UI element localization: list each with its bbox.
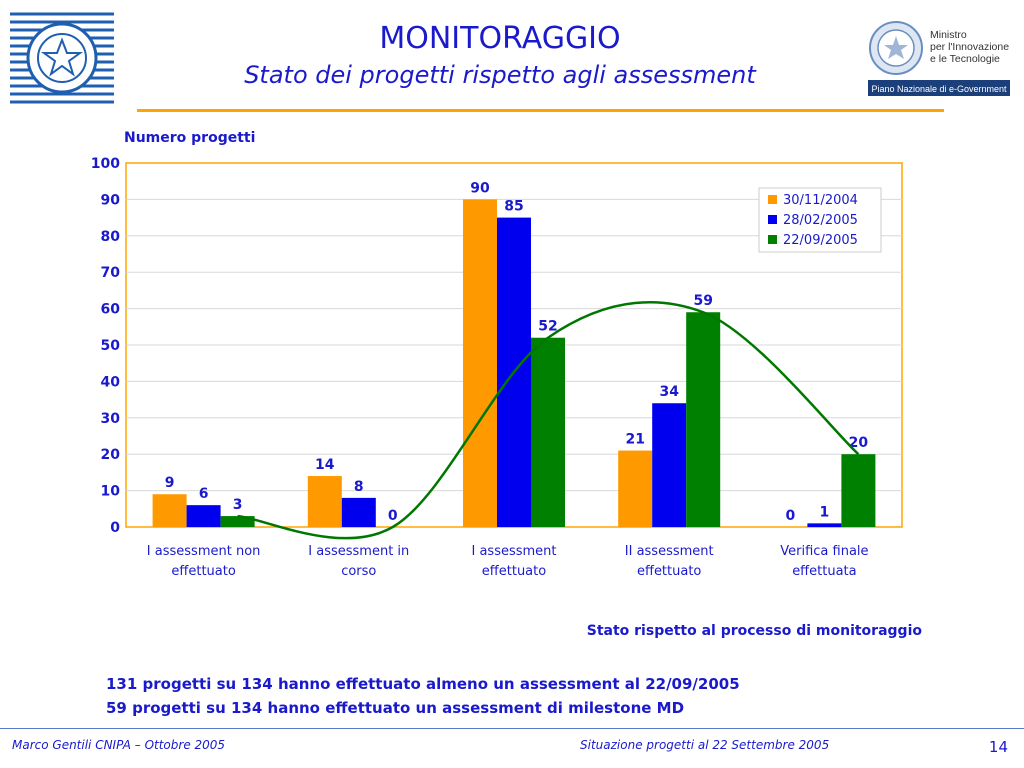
data-label: 1 — [820, 504, 830, 520]
data-label: 85 — [504, 199, 523, 215]
y-tick-label: 60 — [101, 302, 121, 318]
bar — [152, 494, 187, 527]
page-number: 14 — [988, 738, 1008, 756]
data-label: 6 — [199, 486, 209, 502]
footer-subject: Situazione progetti al 22 Settembre 2005 — [580, 738, 830, 752]
y-tick-label: 50 — [101, 338, 121, 354]
bar — [463, 199, 497, 527]
x-tick-label: II assessment — [625, 544, 714, 559]
ministro-innovazione-logo: Ministro per l'Innovazione e le Tecnolog… — [868, 21, 1010, 96]
chart-note: Stato rispetto al processo di monitoragg… — [586, 623, 922, 639]
data-label: 9 — [165, 475, 175, 491]
data-label: 52 — [538, 319, 557, 335]
footer-author: Marco Gentili CNIPA – Ottobre 2005 — [12, 738, 226, 752]
data-label: 3 — [233, 497, 243, 513]
y-tick-label: 100 — [91, 156, 120, 172]
legend-swatch — [768, 235, 777, 244]
legend-swatch — [768, 195, 777, 204]
bar — [652, 403, 687, 527]
x-tick-label: effettuato — [171, 564, 235, 579]
data-label: 21 — [625, 432, 644, 448]
bar — [341, 497, 376, 527]
y-tick-label: 40 — [101, 374, 121, 390]
x-tick-label: effettuata — [792, 564, 856, 579]
bar — [841, 454, 876, 527]
bar — [686, 312, 721, 527]
legend-label: 28/02/2005 — [783, 213, 858, 228]
italian-republic-emblem-logo — [10, 12, 114, 104]
y-axis-title: Numero progetti — [124, 130, 255, 146]
data-label: 34 — [659, 384, 679, 400]
data-label: 20 — [849, 435, 869, 451]
logo-line-3: e le Tecnologie — [930, 53, 1000, 65]
logo-banner-text: Piano Nazionale di e-Government — [871, 84, 1007, 94]
summary-line-1: 131 progetti su 134 hanno effettuato alm… — [106, 675, 740, 693]
logo-line-2: per l'Innovazione — [930, 41, 1009, 53]
legend-box — [758, 187, 882, 253]
bar — [186, 505, 221, 527]
bar — [807, 523, 842, 527]
bar — [307, 476, 342, 527]
legend-swatch — [768, 215, 777, 224]
y-tick-label: 10 — [101, 484, 121, 500]
data-label: 59 — [693, 293, 712, 309]
footer-divider — [0, 728, 1024, 729]
y-tick-label: 70 — [101, 265, 121, 281]
data-label: 8 — [354, 479, 364, 495]
slide-title: MONITORAGGIO — [379, 21, 621, 56]
x-tick-label: I assessment — [471, 544, 556, 559]
data-label: 14 — [315, 457, 335, 473]
y-tick-label: 90 — [101, 192, 121, 208]
slide-subtitle: Stato dei progetti rispetto agli assessm… — [244, 61, 756, 89]
bar — [220, 516, 255, 527]
x-tick-label: Verifica finale — [780, 544, 868, 559]
y-tick-label: 80 — [101, 229, 121, 245]
data-label: 0 — [786, 508, 796, 524]
bar — [618, 450, 653, 527]
x-tick-label: corso — [341, 564, 376, 579]
y-tick-label: 20 — [101, 447, 121, 463]
legend-label: 30/11/2004 — [783, 193, 858, 208]
trend-line — [237, 301, 860, 540]
y-tick-label: 30 — [101, 411, 121, 427]
x-tick-label: effettuato — [637, 564, 701, 579]
x-tick-label: I assessment non — [147, 544, 261, 559]
x-tick-label: I assessment in — [308, 544, 409, 559]
title-underline — [137, 109, 944, 112]
x-tick-label: effettuato — [482, 564, 546, 579]
data-label: 90 — [470, 180, 490, 196]
summary-line-2: 59 progetti su 134 hanno effettuato un a… — [106, 699, 685, 717]
data-label: 0 — [388, 508, 398, 524]
y-tick-label: 0 — [110, 520, 120, 536]
bar — [531, 337, 565, 527]
legend-label: 22/09/2005 — [783, 233, 858, 248]
logo-line-1: Ministro — [930, 29, 967, 41]
